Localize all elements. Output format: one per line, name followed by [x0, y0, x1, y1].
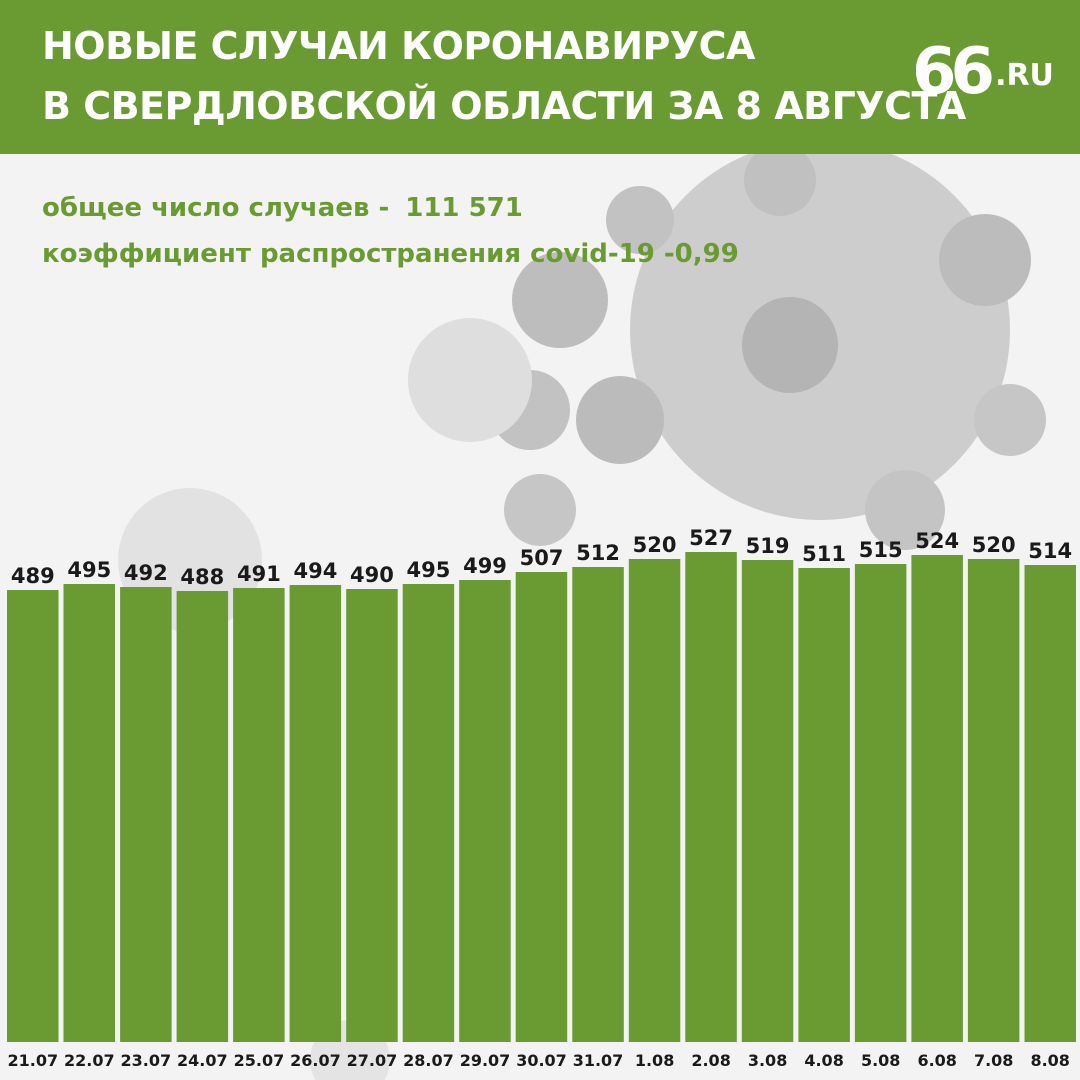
- value-label-25.07: 491: [237, 562, 281, 586]
- value-label-1.08: 520: [633, 533, 677, 557]
- x-tick-26.07: 26.07: [290, 1051, 341, 1070]
- value-label-28.07: 495: [406, 558, 450, 582]
- header-banner: НОВЫЕ СЛУЧАИ КОРОНАВИРУСА В СВЕРДЛОВСКОЙ…: [0, 0, 1080, 154]
- value-label-6.08: 524: [915, 529, 959, 553]
- x-tick-27.07: 27.07: [347, 1051, 398, 1070]
- bar-7.08: [967, 559, 1020, 1042]
- bar-26.07: [289, 585, 342, 1042]
- value-label-2.08: 527: [689, 526, 733, 550]
- bar-28.07: [402, 584, 455, 1042]
- value-label-21.07: 489: [11, 564, 55, 588]
- bar-1.08: [628, 559, 681, 1042]
- bar-22.07: [63, 584, 115, 1042]
- bar-3.08: [741, 560, 794, 1042]
- bar-2.08: [685, 552, 737, 1042]
- x-tick-30.07: 30.07: [516, 1051, 567, 1070]
- value-label-31.07: 512: [576, 541, 620, 565]
- bar-4.08: [798, 568, 850, 1042]
- x-tick-4.08: 4.08: [804, 1051, 843, 1070]
- value-label-7.08: 520: [972, 533, 1016, 557]
- x-tick-31.07: 31.07: [573, 1051, 624, 1070]
- bar-24.07: [176, 591, 229, 1042]
- logo: 66 .RU: [912, 34, 1054, 110]
- total-cases-label: общее число случаев -: [42, 193, 390, 223]
- value-label-5.08: 515: [859, 538, 903, 562]
- bar-6.08: [911, 555, 963, 1042]
- total-cases-line: общее число случаев - 111 571: [42, 193, 523, 223]
- value-label-4.08: 511: [802, 542, 846, 566]
- total-cases-value: 111 571: [405, 193, 523, 223]
- bar-27.07: [346, 589, 398, 1042]
- spread-rate-text: коэффициент распространения covid-19 -0,…: [42, 239, 739, 269]
- x-tick-3.08: 3.08: [748, 1051, 787, 1070]
- value-label-26.07: 494: [293, 559, 337, 583]
- value-label-29.07: 499: [463, 554, 507, 578]
- title-line-1: НОВЫЕ СЛУЧАИ КОРОНАВИРУСА: [42, 24, 755, 68]
- x-tick-8.08: 8.08: [1030, 1051, 1069, 1070]
- virus-background-illustration: [118, 154, 1046, 1080]
- x-tick-24.07: 24.07: [177, 1051, 228, 1070]
- bar-30.07: [515, 572, 568, 1042]
- x-tick-5.08: 5.08: [861, 1051, 900, 1070]
- x-tick-2.08: 2.08: [691, 1051, 730, 1070]
- x-tick-25.07: 25.07: [234, 1051, 285, 1070]
- value-label-27.07: 490: [350, 563, 394, 587]
- bar-31.07: [572, 567, 624, 1042]
- x-tick-28.07: 28.07: [403, 1051, 454, 1070]
- logo-domain: .RU: [995, 58, 1054, 93]
- value-label-30.07: 507: [520, 546, 564, 570]
- x-tick-21.07: 21.07: [7, 1051, 58, 1070]
- bar-5.08: [854, 564, 907, 1042]
- bar-23.07: [120, 587, 172, 1042]
- value-label-23.07: 492: [124, 561, 168, 585]
- x-tick-23.07: 23.07: [120, 1051, 171, 1070]
- x-tick-6.08: 6.08: [917, 1051, 956, 1070]
- bar-25.07: [233, 588, 285, 1042]
- title-line-2: В СВЕРДЛОВСКОЙ ОБЛАСТИ ЗА 8 АВГУСТА: [42, 84, 966, 128]
- bar-8.08: [1024, 565, 1076, 1042]
- x-tick-22.07: 22.07: [64, 1051, 115, 1070]
- value-label-24.07: 488: [180, 565, 224, 589]
- logo-number: 66: [912, 35, 995, 109]
- x-tick-7.08: 7.08: [974, 1051, 1013, 1070]
- bar-21.07: [7, 590, 59, 1042]
- value-label-22.07: 495: [67, 558, 111, 582]
- x-tick-1.08: 1.08: [635, 1051, 674, 1070]
- bar-29.07: [459, 580, 511, 1042]
- value-label-8.08: 514: [1028, 539, 1072, 563]
- x-tick-29.07: 29.07: [460, 1051, 511, 1070]
- value-label-3.08: 519: [746, 534, 790, 558]
